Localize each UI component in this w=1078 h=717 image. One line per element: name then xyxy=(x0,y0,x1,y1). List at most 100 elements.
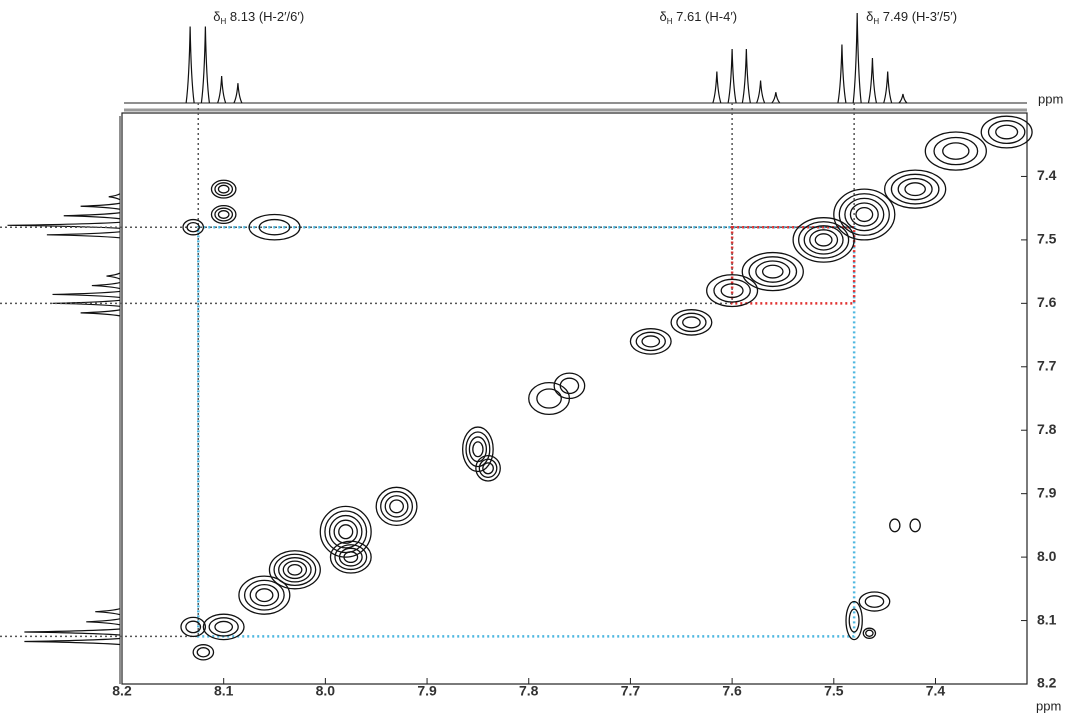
annotation-symbol: δ xyxy=(659,9,666,24)
cross-peak xyxy=(182,218,204,236)
cross-peak xyxy=(670,309,713,336)
annotation: δH 8.13 (H-2′/6′) xyxy=(213,9,304,26)
contour xyxy=(848,608,860,633)
contour xyxy=(287,563,303,576)
left-projection-peak xyxy=(7,221,121,229)
contour xyxy=(461,426,494,473)
top-projection-peak xyxy=(185,26,195,104)
top-projection-peak xyxy=(852,12,862,104)
cross-peak xyxy=(909,518,921,533)
contour xyxy=(748,256,798,288)
contour xyxy=(375,486,418,527)
contour xyxy=(798,221,850,259)
top-projection-peak xyxy=(727,48,737,104)
contour xyxy=(987,120,1026,145)
y-tick-label: 7.9 xyxy=(1037,484,1057,500)
contour xyxy=(196,647,211,658)
top-projection-peak xyxy=(712,71,722,104)
contour xyxy=(809,229,839,251)
top-projection-peak xyxy=(867,57,878,104)
contour xyxy=(844,197,885,232)
left-projection-peak xyxy=(108,193,121,201)
contour xyxy=(904,182,926,197)
contour xyxy=(849,202,879,227)
contour xyxy=(186,221,200,233)
cross-peak xyxy=(792,217,855,263)
contour xyxy=(635,331,666,352)
cross-peak xyxy=(248,213,301,241)
annotation: δH 7.61 (H-4′) xyxy=(659,9,737,26)
contour xyxy=(883,169,947,209)
contour xyxy=(208,617,239,637)
contour xyxy=(328,514,363,549)
top-projection-peak xyxy=(771,92,781,104)
y-tick-label: 7.8 xyxy=(1037,421,1057,437)
contour xyxy=(192,644,215,661)
contour xyxy=(255,588,274,603)
annotation-symbol: δ xyxy=(213,9,220,24)
contour xyxy=(389,499,404,514)
x-tick-label: 8.2 xyxy=(112,683,132,699)
cross-peak xyxy=(461,426,494,473)
contour xyxy=(334,544,368,571)
cross-peak xyxy=(210,204,237,225)
top-projection-peak xyxy=(200,26,210,104)
contour xyxy=(380,490,414,522)
contour xyxy=(214,620,234,633)
cross-peak xyxy=(268,550,321,590)
contour xyxy=(182,218,204,236)
x-tick-label: 7.4 xyxy=(926,683,946,699)
x-tick-label: 8.1 xyxy=(214,683,234,699)
top-projection-peak xyxy=(217,75,227,104)
contour xyxy=(248,213,301,241)
cross-peak xyxy=(528,381,571,416)
left-projection-peak xyxy=(91,281,121,290)
contour xyxy=(185,620,202,634)
cross-peak xyxy=(845,600,863,641)
top-axis-label: ppm xyxy=(1038,91,1063,106)
left-projection-peak xyxy=(52,290,121,299)
cross-peak xyxy=(883,169,947,209)
contour xyxy=(333,519,358,544)
contour xyxy=(670,309,713,336)
contour xyxy=(324,510,368,554)
contour xyxy=(282,560,308,580)
contour xyxy=(210,204,237,225)
contour xyxy=(214,182,234,197)
contour xyxy=(472,441,484,458)
cross-peak xyxy=(858,591,891,612)
annotation-text: 7.49 (H-3′/5′) xyxy=(883,9,957,24)
cross-peak xyxy=(180,616,207,638)
contour xyxy=(855,206,874,223)
contour xyxy=(338,547,363,567)
contour xyxy=(528,381,571,416)
contour xyxy=(202,613,245,641)
top-projection-peak xyxy=(756,80,766,104)
contour xyxy=(889,518,901,533)
top-projection-peak xyxy=(883,71,893,104)
contour xyxy=(214,207,234,222)
left-projection-peak xyxy=(63,212,121,220)
contour xyxy=(278,557,312,583)
contour xyxy=(706,274,759,308)
contour xyxy=(890,173,940,205)
x-tick-label: 7.9 xyxy=(417,683,437,699)
cross-peak xyxy=(833,188,896,241)
link-box xyxy=(197,225,856,638)
link-box xyxy=(730,225,856,305)
contour xyxy=(761,264,784,279)
contour xyxy=(536,388,562,409)
cross-peak xyxy=(192,644,215,661)
contour xyxy=(243,579,285,611)
y-tick-label: 7.5 xyxy=(1037,231,1057,247)
contour xyxy=(338,524,354,540)
x-tick-label: 8.0 xyxy=(316,683,336,699)
contour xyxy=(475,454,501,482)
contour xyxy=(942,142,970,160)
left-projection-peak xyxy=(46,231,121,239)
contour xyxy=(319,505,372,558)
y-tick-label: 7.4 xyxy=(1037,167,1057,183)
left-projection-peak xyxy=(24,637,121,646)
contour xyxy=(858,591,891,612)
